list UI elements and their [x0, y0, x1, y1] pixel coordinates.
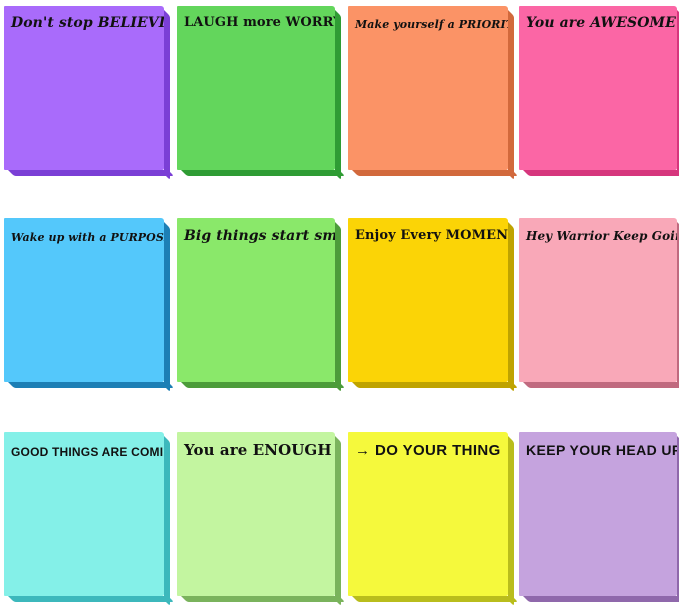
note-stack-edge-right [335, 222, 341, 392]
note-quote-text: GOOD THINGS ARE COMING [11, 446, 164, 459]
note-face: You are ENOUGH [177, 432, 335, 596]
sticky-note[interactable]: → DO YOUR THING ← [348, 432, 518, 606]
note-stack-edge-bottom [8, 382, 174, 388]
note-face: Make yourself a PRIORITY [348, 6, 508, 170]
note-face: Big things start small [177, 218, 335, 382]
sticky-note[interactable]: Big things start small [177, 218, 345, 392]
note-face: Hey Warrior Keep Going [519, 218, 677, 382]
note-face: GOOD THINGS ARE COMING [4, 432, 164, 596]
note-quote-text: You are ENOUGH [184, 443, 332, 459]
note-quote-text: Make yourself a PRIORITY [355, 19, 508, 31]
note-quote-text: Hey Warrior Keep Going [526, 230, 677, 243]
note-quote-text: Enjoy Every MOMENT [355, 229, 508, 243]
sticky-note[interactable]: GOOD THINGS ARE COMING [4, 432, 174, 606]
note-quote-text: Big things start small [184, 229, 335, 244]
note-quote-text: Wake up with a PURPOSE [11, 232, 164, 244]
note-stack-edge-right [508, 436, 514, 606]
sticky-note[interactable]: LAUGH more WORRY less [177, 6, 345, 180]
note-stack-edge-bottom [181, 596, 345, 602]
sticky-note[interactable]: You are ENOUGH [177, 432, 345, 606]
note-face: LAUGH more WORRY less [177, 6, 335, 170]
note-stack-edge-right [335, 10, 341, 180]
note-quote-text: KEEP YOUR HEAD UP [526, 443, 677, 458]
note-stack-edge-bottom [8, 596, 174, 602]
note-stack-edge-bottom [352, 382, 518, 388]
note-stack-edge-bottom [523, 382, 679, 388]
note-stack-edge-bottom [8, 170, 174, 176]
note-face: You are AWESOME [519, 6, 677, 170]
note-face: Don't stop BELIEVING [4, 6, 164, 170]
note-stack-edge-right [335, 436, 341, 606]
note-face: Wake up with a PURPOSE [4, 218, 164, 382]
note-stack-edge-bottom [352, 596, 518, 602]
note-stack-edge-right [508, 10, 514, 180]
sticky-note[interactable]: Hey Warrior Keep Going [519, 218, 679, 392]
note-quote-text: → DO YOUR THING ← [355, 443, 508, 459]
sticky-note[interactable]: Wake up with a PURPOSE [4, 218, 174, 392]
note-stack-edge-bottom [523, 170, 679, 176]
note-stack-edge-bottom [352, 170, 518, 176]
note-stack-edge-bottom [181, 170, 345, 176]
note-quote-text: Don't stop BELIEVING [11, 16, 164, 31]
sticky-note[interactable]: Don't stop BELIEVING [4, 6, 174, 180]
sticky-note[interactable]: Make yourself a PRIORITY [348, 6, 518, 180]
note-stack-edge-bottom [523, 596, 679, 602]
note-quote-text: LAUGH more WORRY less [184, 16, 335, 30]
note-stack-edge-right [508, 222, 514, 392]
note-stack-edge-right [164, 222, 170, 392]
note-stack-edge-right [164, 436, 170, 606]
note-stack-edge-bottom [181, 382, 345, 388]
note-face: KEEP YOUR HEAD UP [519, 432, 677, 596]
note-face: → DO YOUR THING ← [348, 432, 508, 596]
sticky-note[interactable]: KEEP YOUR HEAD UP [519, 432, 679, 606]
sticky-note[interactable]: You are AWESOME [519, 6, 679, 180]
note-face: Enjoy Every MOMENT [348, 218, 508, 382]
note-quote-text: You are AWESOME [526, 16, 676, 31]
note-stack-edge-right [164, 10, 170, 180]
sticky-note[interactable]: Enjoy Every MOMENT [348, 218, 518, 392]
